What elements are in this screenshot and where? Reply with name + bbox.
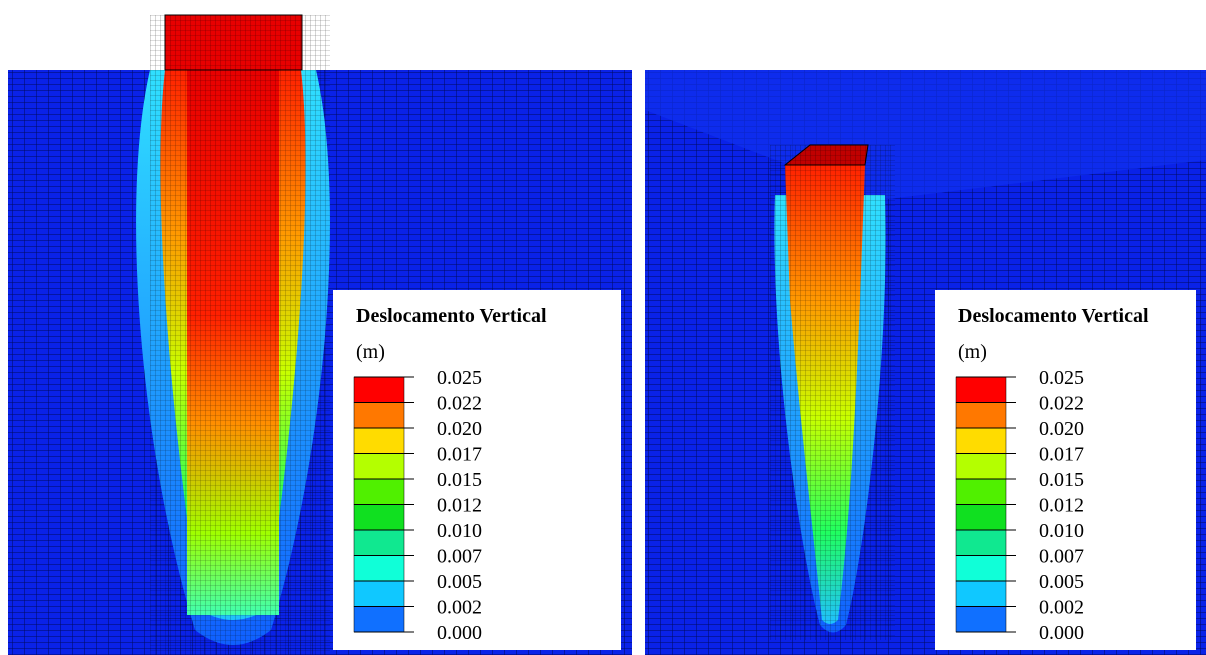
- legend-label: 0.005: [1039, 571, 1084, 593]
- legend-swatch: [353, 453, 405, 480]
- legend-swatch: [353, 427, 405, 454]
- right-panel: [645, 70, 1206, 655]
- legend-swatch: [955, 504, 1007, 531]
- legend-swatch: [955, 478, 1007, 505]
- legend-label: 0.020: [437, 418, 482, 440]
- legend-label: 0.002: [1039, 597, 1084, 619]
- legend-swatch: [955, 555, 1007, 582]
- legend-swatch: [353, 529, 405, 556]
- legend-label: 0.022: [437, 393, 482, 415]
- legend-label: 0.005: [437, 571, 482, 593]
- legend-swatch: [955, 376, 1007, 403]
- legend-label: 0.000: [1039, 622, 1084, 644]
- fine-mesh: [770, 145, 895, 640]
- legend-swatch: [353, 402, 405, 429]
- left-panel: [8, 14, 632, 655]
- legend-label: 0.000: [437, 622, 482, 644]
- legend-label: 0.022: [1039, 393, 1084, 415]
- legend-label: 0.015: [437, 469, 482, 491]
- legend-label: 0.012: [437, 495, 482, 517]
- legend-label: 0.010: [1039, 520, 1084, 542]
- legend-unit: (m): [958, 341, 987, 363]
- fine-mesh: [150, 15, 330, 655]
- legend-label: 0.002: [437, 597, 482, 619]
- legend-label: 0.015: [1039, 469, 1084, 491]
- legend-label: 0.017: [1039, 444, 1084, 466]
- legend-label: 0.020: [1039, 418, 1084, 440]
- legend-swatch: [955, 427, 1007, 454]
- legend-swatch: [955, 580, 1007, 607]
- legend-label: 0.025: [437, 367, 482, 389]
- top-face: [645, 70, 1206, 200]
- legend-swatch: [353, 504, 405, 531]
- legend-label: 0.007: [437, 546, 482, 568]
- legend-swatch: [955, 606, 1007, 633]
- legend-unit: (m): [356, 341, 385, 363]
- legend-label: 0.025: [1039, 367, 1084, 389]
- legend-label: 0.010: [437, 520, 482, 542]
- legend-swatch: [955, 453, 1007, 480]
- legend-swatch: [955, 402, 1007, 429]
- legend-swatch: [353, 478, 405, 505]
- legend-label: 0.012: [1039, 495, 1084, 517]
- legend-swatch: [353, 606, 405, 633]
- legend-title: Deslocamento Vertical: [958, 305, 1149, 327]
- legend-swatch: [353, 555, 405, 582]
- legend-title: Deslocamento Vertical: [356, 305, 547, 327]
- legend-swatch: [955, 529, 1007, 556]
- legend-label: 0.007: [1039, 546, 1084, 568]
- legend-label: 0.017: [437, 444, 482, 466]
- legend-swatch: [353, 376, 405, 403]
- legend-swatch: [353, 580, 405, 607]
